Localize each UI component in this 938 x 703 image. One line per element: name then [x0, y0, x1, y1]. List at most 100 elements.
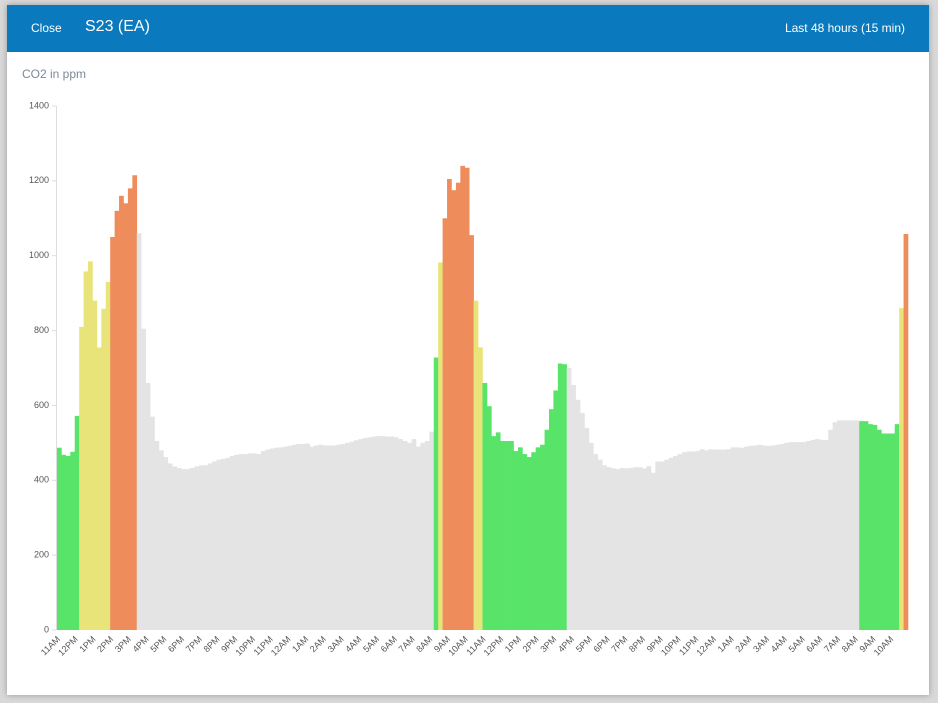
bar: [557, 363, 563, 630]
bar: [606, 467, 612, 630]
bar: [699, 449, 705, 630]
bar: [633, 467, 638, 630]
bar: [566, 368, 572, 630]
bar: [841, 420, 847, 630]
x-tick-label: 8AM: [414, 634, 434, 654]
bar: [455, 182, 461, 630]
bar: [517, 447, 523, 630]
bar: [327, 445, 333, 630]
bar: [92, 300, 98, 630]
bar: [83, 271, 89, 630]
bar: [207, 463, 213, 630]
bar: [885, 433, 891, 630]
bar: [167, 463, 173, 630]
bar: [593, 454, 599, 630]
bar: [141, 328, 146, 630]
bar: [380, 436, 386, 630]
bar: [154, 440, 160, 630]
bar: [575, 399, 581, 630]
modal-header: Close S23 (EA) Last 48 hours (15 min): [7, 5, 929, 52]
bar: [495, 432, 501, 630]
bar: [163, 457, 169, 630]
bar: [681, 452, 687, 630]
bar: [735, 447, 740, 630]
x-tick-label: 10AM: [872, 634, 896, 658]
bar: [260, 451, 266, 630]
bar: [176, 467, 182, 630]
bar: [269, 448, 275, 630]
bar: [127, 188, 133, 631]
bar: [668, 457, 674, 630]
bar: [252, 453, 257, 630]
bar: [611, 468, 616, 630]
bar: [509, 440, 514, 630]
bar: [283, 446, 288, 630]
bar: [340, 443, 346, 630]
x-tick-label: 6PM: [592, 634, 612, 654]
bar: [150, 416, 155, 630]
bar: [203, 465, 208, 630]
y-tick-label: 1400: [29, 100, 49, 110]
bar: [212, 461, 217, 630]
x-tick-label: 4AM: [769, 634, 789, 654]
x-tick-label: 12AM: [269, 634, 293, 658]
bar: [393, 437, 399, 630]
x-tick-label: 6PM: [166, 634, 186, 654]
bar: [353, 440, 359, 630]
bar: [752, 445, 758, 630]
bar: [376, 436, 381, 630]
bar: [744, 446, 749, 630]
bar: [61, 454, 67, 630]
y-tick-label: 1000: [29, 250, 49, 260]
bar: [894, 424, 900, 630]
bar: [615, 469, 621, 630]
bar: [114, 210, 120, 631]
y-tick-label: 400: [34, 475, 49, 485]
bar: [876, 429, 882, 630]
y-tick-label: 800: [34, 325, 49, 335]
bar: [65, 455, 71, 630]
bar: [172, 466, 177, 630]
bar: [185, 469, 191, 630]
bar: [721, 449, 727, 630]
bar: [730, 447, 736, 630]
x-tick-label: 4PM: [556, 634, 576, 654]
bar: [646, 466, 652, 630]
x-tick-label: 2PM: [95, 634, 115, 654]
bar: [712, 449, 718, 630]
bar: [673, 455, 678, 630]
bar: [438, 262, 443, 630]
y-tick-label: 200: [34, 550, 49, 560]
bar: [345, 442, 350, 630]
bar: [814, 439, 820, 630]
bar: [416, 446, 421, 630]
bar: [420, 442, 426, 630]
x-tick-label: 6AM: [379, 634, 399, 654]
bar: [535, 447, 541, 630]
bar: [548, 409, 554, 630]
bar: [234, 454, 240, 630]
bar: [331, 445, 337, 630]
x-tick-label: 1PM: [77, 634, 97, 654]
bar: [739, 447, 745, 630]
bar: [597, 459, 603, 630]
bar: [588, 442, 594, 630]
bar: [274, 447, 279, 630]
x-tick-label: 5AM: [787, 634, 807, 654]
y-axis-label: CO2 in ppm: [22, 67, 86, 81]
bar: [194, 466, 200, 630]
bar: [291, 444, 297, 630]
x-tick-label: 4AM: [343, 634, 363, 654]
bar: [540, 444, 545, 630]
x-tick-label: 12PM: [56, 634, 80, 658]
x-tick-label: 4PM: [131, 634, 151, 654]
bar: [872, 424, 878, 630]
close-button[interactable]: Close: [31, 21, 62, 35]
bar: [411, 439, 417, 630]
x-tick-label: 8PM: [627, 634, 647, 654]
x-tick-label: 3AM: [326, 634, 346, 654]
bar: [854, 420, 860, 630]
bar: [256, 454, 262, 630]
bar: [225, 457, 231, 630]
